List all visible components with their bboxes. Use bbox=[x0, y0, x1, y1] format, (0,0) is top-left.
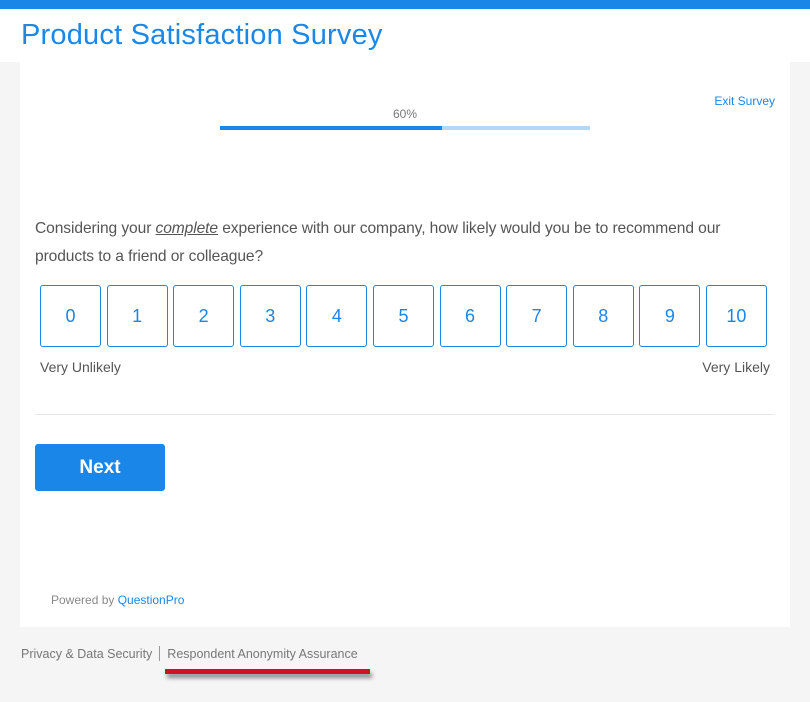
privacy-link[interactable]: Privacy & Data Security bbox=[21, 646, 153, 661]
survey-card: Exit Survey 60% Considering your complet… bbox=[20, 62, 790, 627]
question-post: experience with our company, how likely … bbox=[35, 220, 721, 265]
divider bbox=[35, 414, 775, 415]
exit-survey-link[interactable]: Exit Survey bbox=[714, 94, 775, 108]
scale-low-label: Very Unlikely bbox=[40, 359, 121, 375]
progress-label: 60% bbox=[392, 107, 418, 121]
question-pre: Considering your bbox=[35, 220, 156, 237]
progress-bar bbox=[220, 126, 590, 130]
scale-option-2[interactable]: 2 bbox=[173, 285, 235, 347]
scale-option-4[interactable]: 4 bbox=[306, 285, 368, 347]
scale-option-0[interactable]: 0 bbox=[40, 285, 101, 347]
progress-fill bbox=[220, 126, 442, 130]
question-emphasis: complete bbox=[155, 220, 219, 237]
anonymity-link[interactable]: Respondent Anonymity Assurance bbox=[167, 646, 358, 661]
footer-separator bbox=[159, 646, 161, 661]
questionpro-link[interactable]: QuestionPro bbox=[117, 593, 185, 607]
scale-option-10[interactable]: 10 bbox=[705, 285, 767, 347]
scale-option-6[interactable]: 6 bbox=[439, 285, 501, 347]
footer: Privacy & Data Security Respondent Anony… bbox=[21, 646, 358, 661]
scale-option-1[interactable]: 1 bbox=[106, 285, 168, 347]
scale-option-9[interactable]: 9 bbox=[639, 285, 701, 347]
scale-option-7[interactable]: 7 bbox=[506, 285, 568, 347]
nps-scale: 0 1 2 3 4 5 6 7 8 9 10 bbox=[40, 285, 767, 347]
top-accent-bar bbox=[0, 0, 810, 9]
scale-high-label: Very Likely bbox=[702, 359, 770, 375]
scale-option-8[interactable]: 8 bbox=[572, 285, 634, 347]
question-text: Considering your complete experience wit… bbox=[35, 215, 780, 271]
header: Product Satisfaction Survey bbox=[0, 9, 810, 62]
page-title: Product Satisfaction Survey bbox=[21, 19, 383, 51]
powered-prefix: Powered by bbox=[51, 593, 118, 607]
powered-by: Powered by QuestionPro bbox=[51, 593, 184, 607]
scale-option-3[interactable]: 3 bbox=[239, 285, 301, 347]
next-button[interactable]: Next bbox=[35, 444, 165, 491]
scale-option-5[interactable]: 5 bbox=[372, 285, 434, 347]
red-highlight-underline bbox=[165, 669, 370, 674]
